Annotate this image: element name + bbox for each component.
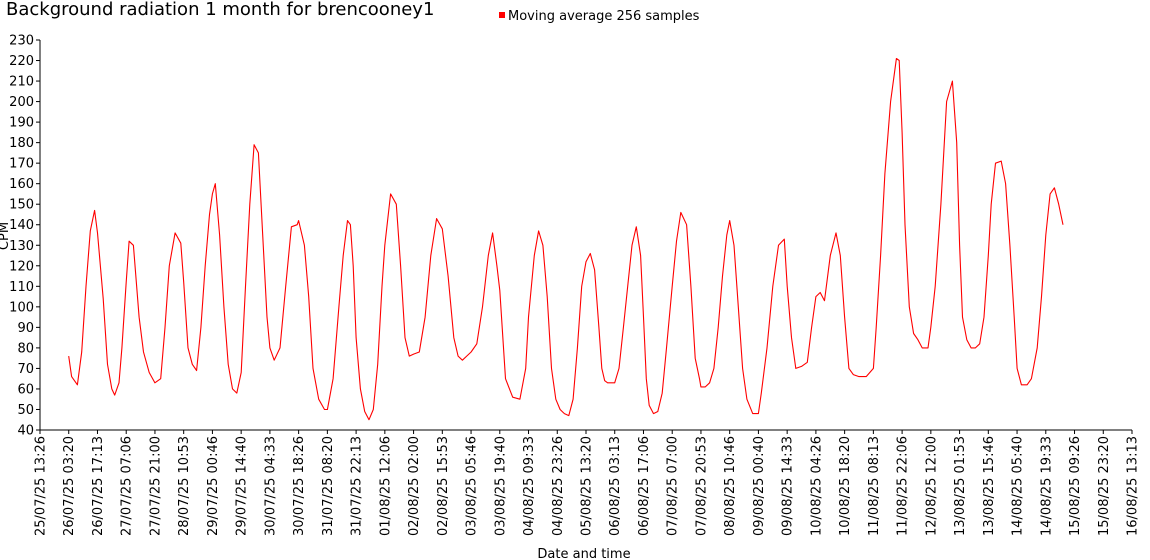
x-tick-label: 26/07/25 03:20: [62, 436, 77, 536]
x-tick-label: 28/07/25 10:53: [177, 436, 192, 536]
x-tick-label: 10/08/25 18:20: [838, 436, 853, 536]
x-tick-label: 27/07/25 07:06: [120, 436, 135, 536]
x-tick-label: 12/08/25 12:00: [924, 436, 939, 536]
x-tick-label: 29/07/25 00:46: [206, 436, 221, 536]
y-tick-label: 160: [9, 177, 34, 192]
x-tick-label: 04/08/25 09:33: [522, 436, 537, 536]
x-tick-label: 05/08/25 13:20: [580, 436, 595, 536]
x-tick-label: 13/08/25 15:46: [982, 436, 997, 536]
y-tick-label: 80: [17, 341, 34, 356]
y-tick-label: 170: [9, 157, 34, 172]
y-tick-label: 200: [9, 95, 34, 110]
x-tick-label: 25/07/25 13:26: [34, 436, 49, 536]
x-tick-label: 02/08/25 15:53: [436, 436, 451, 536]
x-tick-label: 15/08/25 09:26: [1068, 436, 1083, 536]
x-tick-label: 03/08/25 05:46: [465, 436, 480, 536]
x-tick-label: 14/08/25 19:33: [1039, 436, 1054, 536]
y-tick-label: 110: [9, 280, 34, 295]
x-tick-label: 31/07/25 08:20: [321, 436, 336, 536]
y-tick-label: 40: [17, 424, 34, 439]
y-tick-label: 130: [9, 239, 34, 254]
x-tick-label: 06/08/25 17:06: [637, 436, 652, 536]
x-tick-label: 11/08/25 22:06: [896, 436, 911, 536]
x-tick-label: 02/08/25 02:00: [407, 436, 422, 536]
x-tick-label: 04/08/25 23:26: [551, 436, 566, 536]
x-tick-label: 06/08/25 03:13: [608, 436, 623, 536]
y-tick-label: 150: [9, 198, 34, 213]
x-tick-label: 26/07/25 17:13: [91, 436, 106, 536]
y-tick-label: 70: [17, 362, 34, 377]
x-axis-label: Date and time: [537, 547, 630, 560]
legend-swatch: [499, 12, 505, 18]
chart-title: Background radiation 1 month for brencoo…: [6, 0, 435, 20]
y-tick-label: 100: [9, 300, 34, 315]
x-tick-label: 14/08/25 05:40: [1011, 436, 1026, 536]
y-tick-label: 50: [17, 403, 34, 418]
y-tick-label: 90: [17, 321, 34, 336]
x-tick-label: 08/08/25 10:46: [723, 436, 738, 536]
x-tick-label: 07/08/25 07:00: [666, 436, 681, 536]
legend-label: Moving average 256 samples: [508, 9, 700, 24]
x-tick-label: 13/08/25 01:53: [953, 436, 968, 536]
x-tick-label: 09/08/25 00:40: [752, 436, 767, 536]
y-tick-label: 180: [9, 136, 34, 151]
x-tick-label: 27/07/25 21:00: [148, 436, 163, 536]
x-tick-label: 29/07/25 14:40: [235, 436, 250, 536]
x-tick-label: 01/08/25 12:06: [378, 436, 393, 536]
x-tick-label: 03/08/25 19:40: [493, 436, 508, 536]
x-tick-label: 10/08/25 04:26: [809, 436, 824, 536]
x-tick-label: 31/07/25 22:13: [350, 436, 365, 536]
y-tick-label: 120: [9, 259, 34, 274]
x-tick-label: 15/08/25 23:20: [1097, 436, 1112, 536]
y-tick-label: 140: [9, 218, 34, 233]
y-tick-label: 210: [9, 75, 34, 90]
x-tick-label: 07/08/25 20:53: [694, 436, 709, 536]
y-tick-label: 190: [9, 116, 34, 131]
legend: Moving average 256 samples: [499, 9, 699, 24]
y-tick-label: 60: [17, 382, 34, 397]
x-tick-label: 11/08/25 08:13: [867, 436, 882, 536]
x-tick-label: 16/08/25 13:13: [1126, 436, 1141, 536]
x-tick-label: 30/07/25 18:26: [292, 436, 307, 536]
y-tick-label: 220: [9, 54, 34, 69]
series-line: [68, 57, 1064, 421]
y-axis-label: CPM: [0, 222, 12, 250]
y-tick-label: 230: [9, 34, 34, 49]
x-tick-label: 30/07/25 04:33: [263, 436, 278, 536]
x-tick-label: 09/08/25 14:33: [781, 436, 796, 536]
